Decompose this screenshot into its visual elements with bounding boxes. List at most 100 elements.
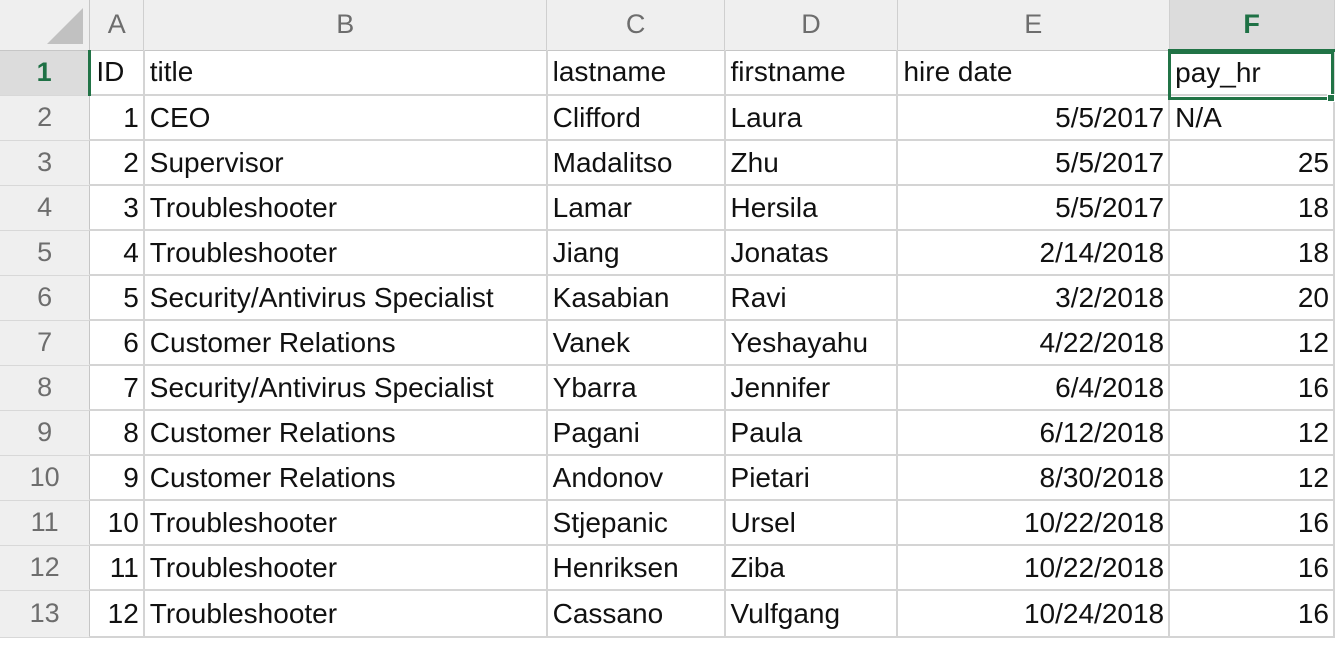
cell[interactable]: 2/14/2018 xyxy=(897,230,1171,276)
cell[interactable]: Security/Antivirus Specialist xyxy=(143,275,548,321)
cell[interactable]: 6/4/2018 xyxy=(897,365,1171,411)
cell[interactable]: Vulfgang xyxy=(724,590,899,638)
cell[interactable]: 8/30/2018 xyxy=(897,455,1171,501)
cell[interactable]: CEO xyxy=(143,95,548,141)
row-header[interactable]: 2 xyxy=(0,95,91,141)
cell[interactable]: Ravi xyxy=(724,275,899,321)
cell[interactable]: 5 xyxy=(89,275,145,321)
cell[interactable]: 5/5/2017 xyxy=(897,140,1171,186)
cell[interactable]: 16 xyxy=(1169,500,1335,546)
row-header[interactable]: 8 xyxy=(0,365,91,411)
cell[interactable]: N/A xyxy=(1169,95,1335,141)
cell[interactable]: Kasabian xyxy=(546,275,726,321)
cell[interactable]: Cassano xyxy=(546,590,726,638)
cell[interactable]: 12 xyxy=(1169,455,1335,501)
cell[interactable]: 9 xyxy=(89,455,145,501)
cell[interactable]: hire date xyxy=(897,50,1171,96)
cell[interactable]: Ybarra xyxy=(546,365,726,411)
column-header-d[interactable]: D xyxy=(724,0,898,51)
cell[interactable]: title xyxy=(143,50,548,96)
cell[interactable]: 6 xyxy=(89,320,145,366)
cell[interactable]: 12 xyxy=(89,590,145,638)
cell[interactable]: Stjepanic xyxy=(546,500,726,546)
cell[interactable]: 12 xyxy=(1169,320,1335,366)
cell[interactable]: Pietari xyxy=(724,455,899,501)
cell[interactable]: Jonatas xyxy=(724,230,899,276)
cell[interactable]: 4 xyxy=(89,230,145,276)
cell[interactable]: Lamar xyxy=(546,185,726,231)
cell[interactable]: 10/22/2018 xyxy=(897,545,1171,591)
cell[interactable]: 5/5/2017 xyxy=(897,95,1171,141)
cell[interactable]: Troubleshooter xyxy=(143,230,548,276)
cell[interactable]: 10/24/2018 xyxy=(897,590,1171,638)
cell[interactable]: 8 xyxy=(89,410,145,456)
select-all-button[interactable] xyxy=(0,0,91,51)
cell[interactable]: Ursel xyxy=(724,500,899,546)
cell[interactable]: 16 xyxy=(1169,590,1335,638)
cell[interactable]: Troubleshooter xyxy=(143,500,548,546)
row-header[interactable]: 10 xyxy=(0,455,91,501)
cell[interactable]: Madalitso xyxy=(546,140,726,186)
row-header[interactable]: 7 xyxy=(0,320,91,366)
cell[interactable]: Pagani xyxy=(546,410,726,456)
cell[interactable]: Clifford xyxy=(546,95,726,141)
cell[interactable]: 5/5/2017 xyxy=(897,185,1171,231)
cell[interactable]: 11 xyxy=(89,545,145,591)
cell[interactable]: 18 xyxy=(1169,230,1335,276)
row-header[interactable]: 9 xyxy=(0,410,91,456)
cell[interactable]: Supervisor xyxy=(143,140,548,186)
cell[interactable]: Security/Antivirus Specialist xyxy=(143,365,548,411)
cell[interactable]: 2 xyxy=(89,140,145,186)
cell[interactable]: 20 xyxy=(1169,275,1335,321)
cell[interactable]: Yeshayahu xyxy=(724,320,899,366)
row-header[interactable]: 4 xyxy=(0,185,91,231)
cell[interactable]: Troubleshooter xyxy=(143,185,548,231)
column-header-a[interactable]: A xyxy=(89,0,145,51)
row-header[interactable]: 5 xyxy=(0,230,91,276)
cell[interactable]: 25 xyxy=(1169,140,1335,186)
cell[interactable]: Laura xyxy=(724,95,899,141)
cell[interactable]: Andonov xyxy=(546,455,726,501)
cell[interactable]: 7 xyxy=(89,365,145,411)
cell[interactable]: 18 xyxy=(1169,185,1335,231)
row-header[interactable]: 3 xyxy=(0,140,91,186)
cell[interactable]: Ziba xyxy=(724,545,899,591)
column-header-e[interactable]: E xyxy=(897,0,1170,51)
cell[interactable]: 3/2/2018 xyxy=(897,275,1171,321)
cell[interactable]: 6/12/2018 xyxy=(897,410,1171,456)
cell[interactable]: Troubleshooter xyxy=(143,590,548,638)
cell[interactable]: 16 xyxy=(1169,365,1335,411)
column-header-c[interactable]: C xyxy=(546,0,726,51)
cell[interactable]: Hersila xyxy=(724,185,899,231)
cell[interactable]: 10 xyxy=(89,500,145,546)
cell[interactable]: 16 xyxy=(1169,545,1335,591)
cell[interactable]: ID xyxy=(89,50,145,96)
row-header[interactable]: 13 xyxy=(0,590,91,638)
column-header-b[interactable]: B xyxy=(143,0,548,51)
cell[interactable]: Jennifer xyxy=(724,365,899,411)
row-header[interactable]: 6 xyxy=(0,275,91,321)
active-cell[interactable]: pay_hr xyxy=(1169,50,1335,96)
cell[interactable]: Vanek xyxy=(546,320,726,366)
cell[interactable]: Zhu xyxy=(724,140,899,186)
cell[interactable]: Troubleshooter xyxy=(143,545,548,591)
table-row: 10 9 Customer Relations Andonov Pietari … xyxy=(0,455,1335,501)
row-header[interactable]: 11 xyxy=(0,500,91,546)
cell[interactable]: lastname xyxy=(546,50,726,96)
cell[interactable]: Paula xyxy=(724,410,899,456)
fill-handle[interactable] xyxy=(1327,94,1335,102)
cell[interactable]: Jiang xyxy=(546,230,726,276)
cell[interactable]: 3 xyxy=(89,185,145,231)
cell[interactable]: Customer Relations xyxy=(143,455,548,501)
cell[interactable]: Customer Relations xyxy=(143,410,548,456)
cell[interactable]: 1 xyxy=(89,95,145,141)
cell[interactable]: Customer Relations xyxy=(143,320,548,366)
cell[interactable]: Henriksen xyxy=(546,545,726,591)
row-header[interactable]: 12 xyxy=(0,545,91,591)
cell[interactable]: firstname xyxy=(724,50,899,96)
cell[interactable]: 10/22/2018 xyxy=(897,500,1171,546)
cell[interactable]: 4/22/2018 xyxy=(897,320,1171,366)
column-header-f[interactable]: F xyxy=(1169,0,1335,52)
row-header[interactable]: 1 xyxy=(0,50,92,96)
cell[interactable]: 12 xyxy=(1169,410,1335,456)
